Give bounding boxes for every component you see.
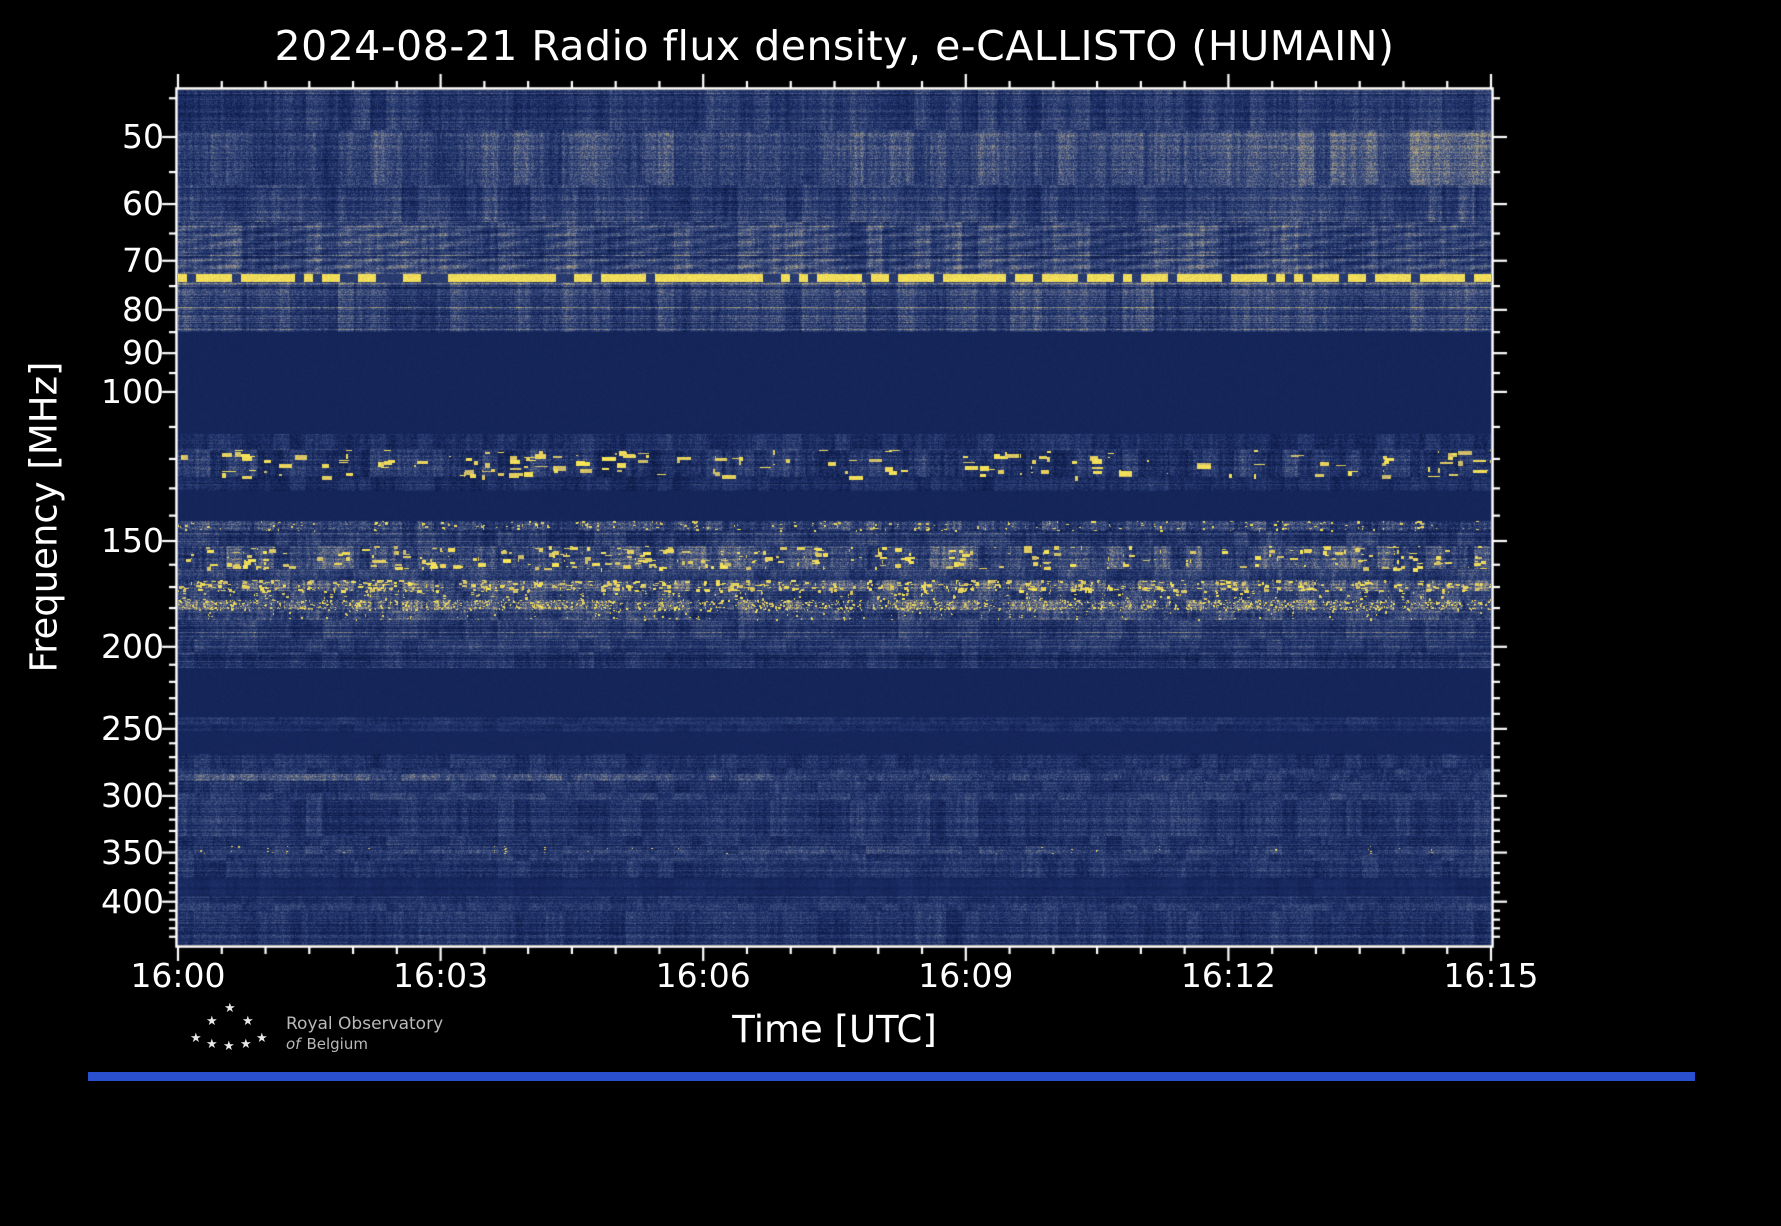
y-tick-label: 80 bbox=[122, 289, 164, 329]
star-icon: ★ bbox=[240, 1037, 252, 1052]
star-icon: ★ bbox=[242, 1014, 254, 1029]
logo-text-of: of bbox=[286, 1035, 301, 1053]
y-tick-label: 250 bbox=[101, 708, 164, 748]
x-tick-label: 16:12 bbox=[1180, 956, 1276, 995]
logo-text-line1: Royal Observatory bbox=[286, 1014, 444, 1034]
chart-title: 2024-08-21 Radio flux density, e-CALLIST… bbox=[274, 22, 1395, 70]
y-tick-label: 90 bbox=[122, 333, 164, 373]
x-tick-label: 16:15 bbox=[1443, 956, 1539, 995]
logo-text-belgium: Belgium bbox=[306, 1035, 368, 1053]
footer-accent-bar bbox=[88, 1072, 1695, 1081]
star-icon: ★ bbox=[223, 1039, 235, 1054]
star-icon: ★ bbox=[256, 1031, 268, 1046]
x-tick-label: 16:09 bbox=[918, 956, 1014, 995]
y-tick-label: 400 bbox=[101, 881, 164, 921]
y-tick-label: 150 bbox=[101, 521, 164, 560]
x-tick-label: 16:06 bbox=[655, 956, 751, 995]
x-tick-label: 16:03 bbox=[393, 956, 489, 995]
logo-text-line2: of Belgium bbox=[286, 1035, 368, 1053]
y-tick-label: 60 bbox=[122, 184, 164, 224]
y-tick-label: 350 bbox=[101, 832, 164, 872]
y-tick-label: 300 bbox=[101, 775, 164, 815]
star-icon: ★ bbox=[206, 1037, 218, 1052]
x-tick-label: 16:00 bbox=[130, 956, 226, 995]
star-icon: ★ bbox=[190, 1031, 202, 1046]
spectrogram-canvas bbox=[178, 90, 1491, 945]
y-tick-label: 100 bbox=[101, 371, 164, 411]
y-tick-label: 70 bbox=[122, 240, 164, 280]
star-icon: ★ bbox=[206, 1014, 218, 1029]
y-tick-label: 200 bbox=[101, 626, 164, 666]
y-tick-label: 50 bbox=[122, 117, 164, 156]
x-axis-label: Time [UTC] bbox=[732, 1008, 937, 1051]
rob-logo: Royal Observatory of Belgium ★ ★ ★ ★ ★ ★ ★ ★ bbox=[182, 1002, 602, 1066]
star-icon: ★ bbox=[224, 1001, 236, 1016]
